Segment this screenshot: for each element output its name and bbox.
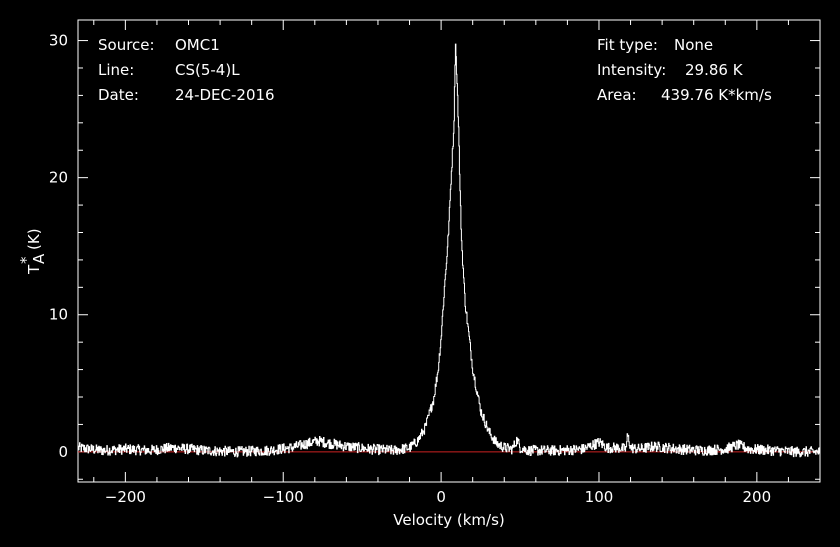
y-tick-label: 30 — [49, 32, 68, 50]
source-label: Source: — [98, 36, 155, 54]
y-tick-label: 10 — [49, 306, 68, 324]
intensity-value: 29.86 K — [685, 61, 744, 79]
area-label: Area: — [597, 86, 637, 104]
date-label: Date: — [98, 86, 139, 104]
x-tick-label: 100 — [585, 488, 614, 506]
axis-ticks: −200 −100 0 100 200 0 10 20 30 — [49, 20, 821, 506]
line-label: Line: — [98, 61, 134, 79]
x-tick-label: −200 — [105, 488, 146, 506]
line-value: CS(5-4)L — [175, 61, 240, 79]
source-value: OMC1 — [175, 36, 220, 54]
y-axis-label-sub: A — [30, 253, 48, 264]
area-value: 439.76 K*km/s — [661, 86, 772, 104]
y-axis-label-sup: * — [17, 256, 35, 264]
info-block-left: Source: OMC1 Line: CS(5-4)L Date: 24-DEC… — [98, 36, 275, 104]
plot-frame — [77, 19, 821, 483]
intensity-label: Intensity: — [597, 61, 666, 79]
spectrum-trace — [78, 43, 821, 458]
y-axis-label-unit: (K) — [25, 228, 43, 250]
y-tick-label: 20 — [49, 169, 68, 187]
y-axis-label-main: T — [25, 264, 43, 275]
info-block-right: Fit type: None Intensity: 29.86 K Area: … — [597, 36, 772, 104]
fit-type-label: Fit type: — [597, 36, 658, 54]
fit-type-value: None — [674, 36, 713, 54]
y-axis-label: T * A (K) — [17, 228, 48, 275]
x-axis-label: Velocity (km/s) — [393, 511, 504, 529]
y-tick-label: 0 — [58, 443, 68, 461]
x-tick-label: 200 — [743, 488, 772, 506]
x-tick-label: 0 — [436, 488, 446, 506]
x-tick-label: −100 — [263, 488, 304, 506]
date-value: 24-DEC-2016 — [175, 86, 275, 104]
